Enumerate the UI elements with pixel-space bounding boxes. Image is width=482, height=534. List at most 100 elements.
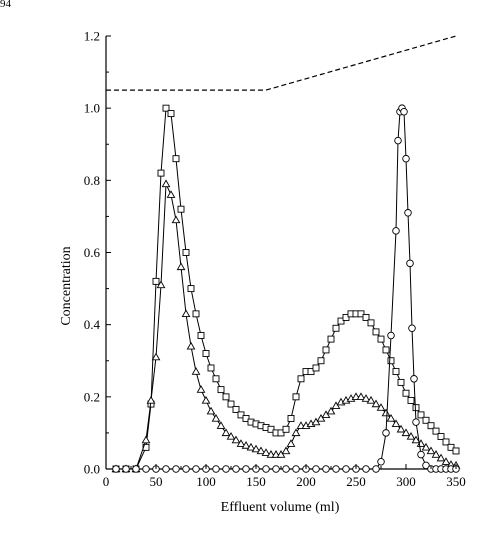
triangle-marker	[321, 410, 331, 419]
circle-marker	[282, 465, 290, 473]
square-marker	[382, 346, 390, 354]
triangle-marker	[156, 280, 166, 289]
circle-marker	[406, 259, 414, 268]
square-marker	[282, 425, 290, 433]
circle-marker	[422, 461, 430, 470]
square-marker	[412, 404, 420, 412]
circle-marker	[362, 465, 370, 473]
triangle-marker	[411, 435, 421, 444]
triangle-marker	[366, 395, 376, 404]
circle-marker	[272, 465, 280, 473]
triangle-marker	[226, 432, 236, 440]
triangle-marker	[206, 406, 216, 415]
triangle-marker	[201, 395, 211, 404]
square-marker	[357, 310, 365, 318]
triangle-marker	[281, 446, 291, 455]
y-tick-label: 0.8	[84, 173, 100, 188]
x-tick-label: 350	[446, 474, 466, 489]
circle-marker	[400, 108, 408, 116]
triangle-marker	[181, 309, 191, 317]
square-marker	[387, 357, 395, 365]
triangle-marker	[196, 385, 206, 393]
circle-marker	[372, 465, 380, 473]
square-marker	[152, 277, 160, 285]
triangle-marker	[276, 450, 286, 458]
triangle-marker	[211, 413, 221, 422]
triangle-marker	[251, 444, 261, 453]
square-marker	[292, 393, 300, 401]
triangle-marker	[141, 435, 151, 444]
circle-marker	[332, 465, 340, 473]
circle-marker	[412, 418, 420, 426]
triangle-marker	[186, 341, 196, 350]
circle-marker	[232, 465, 240, 473]
triangle-marker	[256, 446, 266, 455]
x-tick-label: 300	[396, 474, 416, 489]
circle-marker	[172, 465, 180, 473]
circle-marker	[404, 209, 412, 217]
triangle-marker	[386, 413, 396, 422]
circle-marker	[392, 227, 400, 235]
y-axis-label: Concentration	[59, 246, 74, 325]
circle-marker	[192, 465, 200, 473]
y-tick-label: 0.0	[84, 462, 100, 477]
triangle-marker	[381, 408, 391, 417]
chart-axes	[105, 36, 456, 470]
triangle-marker	[231, 435, 241, 444]
square-marker	[267, 425, 275, 433]
circle-marker	[242, 465, 250, 473]
triangle-marker	[426, 446, 436, 455]
square-marker	[337, 317, 345, 325]
circle-marker	[222, 465, 230, 473]
square-marker	[367, 319, 375, 327]
square-marker	[372, 328, 380, 336]
square-marker	[307, 368, 315, 376]
square-marker	[397, 378, 405, 386]
square-marker	[277, 429, 285, 437]
triangle-marker	[261, 448, 271, 456]
circle-marker	[182, 465, 190, 473]
dashed-gradient-line	[106, 35, 457, 91]
square-marker	[157, 169, 165, 177]
circle-marker	[212, 465, 220, 473]
square-marker	[177, 205, 185, 213]
page-number: 94	[0, 0, 11, 10]
square-marker	[402, 389, 410, 397]
square-marker	[317, 357, 325, 365]
circle-marker	[262, 465, 270, 473]
square-marker	[312, 364, 320, 372]
triangle-marker	[396, 424, 406, 433]
square-marker	[327, 335, 335, 343]
circle-marker	[377, 458, 385, 466]
series-line-square	[116, 107, 457, 470]
y-tick-label: 0.6	[84, 245, 101, 260]
series-layer	[111, 104, 461, 473]
x-tick-label: 200	[296, 474, 316, 489]
square-marker	[392, 368, 400, 376]
tick-layer: 0 50 100 150 200 250 300 350 0.0 0.2 0.4 0.6 0.8 1.0 1…	[84, 29, 466, 490]
square-marker	[427, 422, 435, 430]
square-marker	[417, 411, 425, 419]
square-marker	[167, 110, 175, 118]
x-tick-label: 250	[346, 474, 366, 489]
y-tick-label: 0.2	[84, 389, 100, 404]
x-tick-label: 0	[103, 474, 110, 489]
circle-marker	[382, 429, 390, 437]
triangle-marker	[191, 367, 201, 375]
triangle-marker	[356, 392, 366, 400]
triangle-marker	[291, 428, 301, 437]
triangle-marker	[371, 399, 381, 408]
square-marker	[297, 375, 305, 383]
x-tick-label: 100	[196, 474, 216, 489]
triangle-marker	[146, 395, 156, 404]
circle-marker	[292, 465, 300, 473]
triangle-marker	[431, 450, 441, 458]
triangle-marker	[166, 190, 176, 198]
square-marker	[202, 350, 210, 357]
circle-marker	[387, 331, 395, 340]
circle-marker	[132, 465, 140, 473]
triangle-marker	[401, 428, 411, 437]
x-axis-label: Effluent volume (ml)	[221, 500, 340, 515]
triangle-marker	[176, 262, 186, 271]
